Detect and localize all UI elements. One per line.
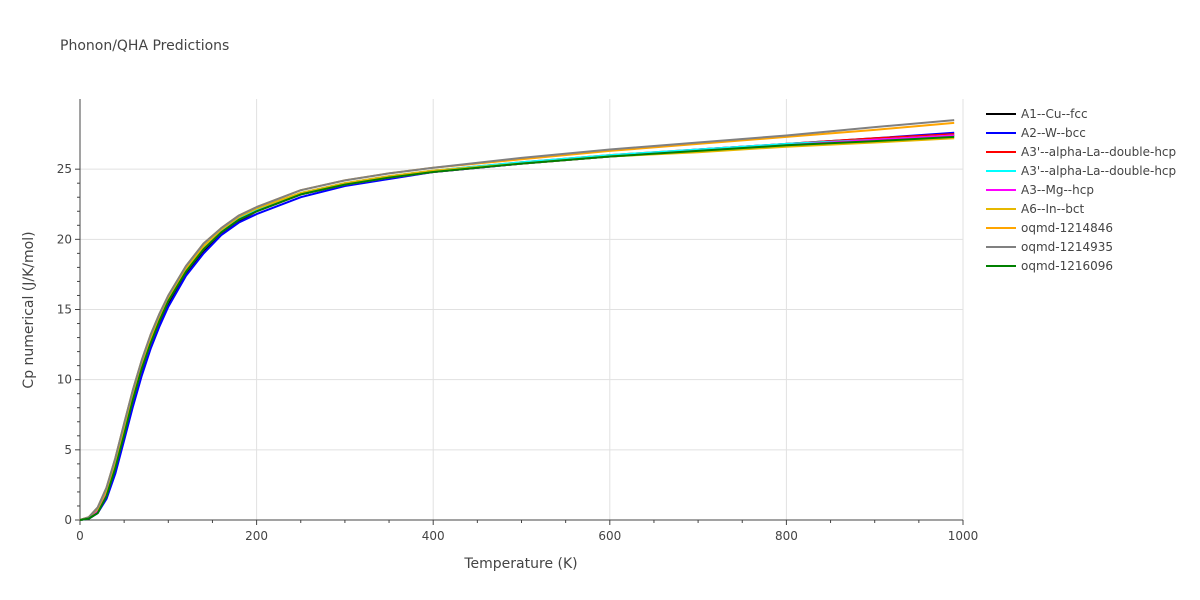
legend-label: A3--Mg--hcp: [1021, 183, 1094, 197]
series-line: [79, 121, 955, 521]
x-tick-label: 0: [76, 529, 84, 543]
y-tick-label: 10: [57, 373, 72, 387]
legend-label: oqmd-1214935: [1021, 240, 1113, 254]
series-line: [79, 133, 955, 521]
grid: [80, 99, 964, 520]
x-tick-label: 1000: [948, 529, 979, 543]
series-line: [79, 131, 955, 521]
legend-label: A6--In--bct: [1021, 202, 1085, 216]
y-tick-label: 15: [57, 303, 72, 317]
legend-item[interactable]: A3'--alpha-La--double-hcp: [986, 145, 1176, 159]
series-line: [79, 134, 955, 521]
y-axis-title: Cp numerical (J/K/mol): [21, 231, 37, 388]
legend-item[interactable]: oqmd-1216096: [986, 259, 1113, 273]
y-tick-label: 5: [64, 443, 72, 457]
legend-label: A2--W--bcc: [1021, 126, 1086, 140]
legend-label: A3'--alpha-La--double-hcp: [1021, 145, 1176, 159]
x-tick-label: 200: [245, 529, 268, 543]
y-tick-label: 0: [64, 513, 72, 527]
legend-item[interactable]: oqmd-1214846: [986, 221, 1113, 235]
series-line: [79, 137, 955, 521]
legend-item[interactable]: oqmd-1214935: [986, 240, 1113, 254]
axes: 0 200 400 600 800 1000 0 5 10 15 20 25: [57, 99, 979, 543]
legend-item[interactable]: A3'--alpha-La--double-hcp: [986, 164, 1176, 178]
plot-series: [79, 119, 955, 521]
legend-item[interactable]: A6--In--bct: [986, 202, 1085, 216]
legend-label: oqmd-1214846: [1021, 221, 1113, 235]
series-line: [79, 134, 955, 521]
y-tick-label: 20: [57, 232, 72, 246]
chart-title: Phonon/QHA Predictions: [60, 38, 229, 54]
series-line: [79, 135, 955, 521]
legend-item[interactable]: A3--Mg--hcp: [986, 183, 1094, 197]
series-line: [79, 134, 955, 521]
x-tick-label: 800: [775, 529, 798, 543]
legend-label: A1--Cu--fcc: [1021, 107, 1088, 121]
series-line: [79, 119, 955, 521]
legend-item[interactable]: A2--W--bcc: [986, 126, 1086, 140]
x-axis-title: Temperature (K): [463, 556, 577, 572]
y-tick-label: 25: [57, 162, 72, 176]
legend-label: oqmd-1216096: [1021, 259, 1113, 273]
legend-item[interactable]: A1--Cu--fcc: [986, 107, 1088, 121]
legend-label: A3'--alpha-La--double-hcp: [1021, 164, 1176, 178]
x-tick-label: 600: [598, 529, 621, 543]
legend[interactable]: A1--Cu--fcc A2--W--bcc A3'--alpha-La--doub…: [986, 107, 1176, 273]
x-tick-label: 400: [422, 529, 445, 543]
